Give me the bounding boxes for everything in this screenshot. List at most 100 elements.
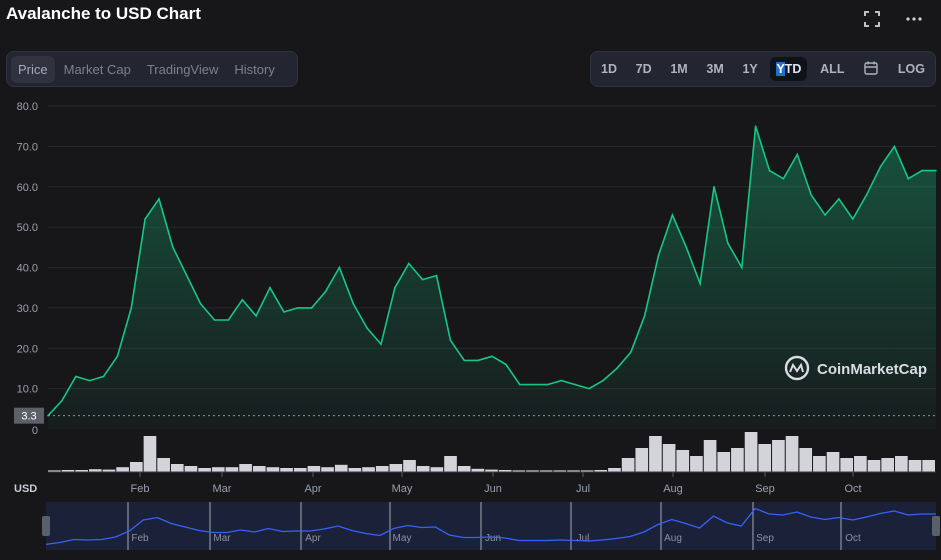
volume-bar xyxy=(293,468,307,472)
volume-bar xyxy=(567,470,580,472)
volume-bar xyxy=(403,460,416,472)
x-tick-label: Oct xyxy=(844,483,861,495)
volume-bar xyxy=(703,440,717,472)
range-7d[interactable]: 7D xyxy=(635,62,652,76)
fullscreen-icon[interactable] xyxy=(861,10,883,32)
volume-bar xyxy=(102,469,116,472)
volume-bar xyxy=(75,470,88,472)
volume-bar xyxy=(881,458,895,472)
tab-price[interactable]: Price xyxy=(11,55,55,83)
volume-bar xyxy=(48,470,61,472)
navigator-month-label: Oct xyxy=(845,533,861,544)
price-point xyxy=(851,218,854,220)
price-point xyxy=(560,379,563,382)
price-point xyxy=(255,315,257,317)
volume-bar xyxy=(635,448,649,472)
volume-bar xyxy=(553,470,567,472)
volume-bar xyxy=(143,436,157,472)
calendar-icon[interactable] xyxy=(857,55,885,84)
price-point xyxy=(838,198,840,200)
range-ytd[interactable]: YTD xyxy=(770,57,808,81)
x-tick-label: Sep xyxy=(755,483,775,495)
price-point xyxy=(61,399,63,402)
volume-bar xyxy=(621,458,635,472)
navigator-line xyxy=(45,507,936,546)
range-log[interactable]: LOG xyxy=(897,62,925,76)
price-point xyxy=(338,266,341,269)
volume-bar xyxy=(170,464,184,472)
volume-bar xyxy=(211,467,225,472)
price-point xyxy=(394,286,396,289)
baseline-label: 3.3 xyxy=(21,411,36,423)
price-point xyxy=(269,286,271,289)
volume-bar xyxy=(239,464,252,472)
volume-bar xyxy=(116,467,129,472)
price-point xyxy=(213,319,216,321)
volume-bar xyxy=(649,436,662,472)
volume-bar xyxy=(198,468,211,472)
y-tick-label: 70.0 xyxy=(17,141,38,153)
volume-bar xyxy=(225,467,239,472)
volume-bar xyxy=(758,444,772,472)
range-1m[interactable]: 1M xyxy=(670,62,688,76)
volume-bar xyxy=(539,470,553,472)
currency-label: USD xyxy=(14,483,37,495)
volume-bar xyxy=(512,470,526,472)
price-point xyxy=(435,274,438,277)
price-point xyxy=(810,194,812,196)
price-area xyxy=(48,126,936,429)
more-icon[interactable] xyxy=(903,10,925,32)
range-3m[interactable]: 3M xyxy=(706,62,724,76)
price-point xyxy=(310,307,313,309)
volume-bar xyxy=(498,470,512,472)
range-1d[interactable]: 1D xyxy=(601,62,617,76)
price-point xyxy=(754,125,757,127)
y-tick-label: 20.0 xyxy=(17,343,38,355)
navigator-month-label: Apr xyxy=(305,533,321,544)
volume-bar xyxy=(744,432,758,472)
price-line xyxy=(47,125,936,417)
volume-bar xyxy=(375,466,389,472)
volume-bar xyxy=(608,468,621,472)
volume-bar xyxy=(334,464,348,472)
volume-bar xyxy=(307,466,321,472)
navigator-month-label: Mar xyxy=(213,533,231,544)
volume-bar xyxy=(389,464,403,472)
price-point xyxy=(505,363,507,366)
range-1y[interactable]: 1Y xyxy=(742,62,758,76)
tab-tradingview[interactable]: TradingView xyxy=(146,61,219,77)
volume-bar xyxy=(908,460,922,472)
price-point xyxy=(172,246,174,249)
navigator-background xyxy=(46,502,936,550)
price-point xyxy=(463,359,466,362)
volume-bar xyxy=(854,456,867,472)
y-tick-label: 30.0 xyxy=(17,303,38,315)
price-point xyxy=(199,303,202,305)
x-tick-label: Jul xyxy=(576,483,590,495)
volume-bar xyxy=(457,466,471,472)
range-all[interactable]: ALL xyxy=(820,62,845,76)
volume-bar xyxy=(348,468,362,472)
volume-bar xyxy=(471,468,485,472)
x-tick-label: Feb xyxy=(131,483,150,495)
volume-bar xyxy=(731,448,744,472)
tab-history[interactable]: History xyxy=(234,61,275,77)
price-point xyxy=(449,339,452,341)
price-point xyxy=(366,327,368,329)
price-point xyxy=(158,198,160,200)
y-tick-label: 50.0 xyxy=(17,222,38,234)
x-tick-label: Aug xyxy=(663,483,683,495)
price-point xyxy=(574,383,577,386)
price-point xyxy=(602,379,604,382)
price-point xyxy=(380,343,382,346)
price-point xyxy=(824,214,826,216)
x-tick-label: Mar xyxy=(213,483,232,495)
volume-bar xyxy=(157,458,170,472)
volume-bar xyxy=(772,440,785,472)
volume-bar xyxy=(813,456,826,472)
chart-tabs: Price Market Cap TradingView History xyxy=(6,51,298,87)
volume-bar xyxy=(266,467,280,472)
tab-market-cap[interactable]: Market Cap xyxy=(63,61,131,77)
volume-bar xyxy=(252,466,266,472)
price-point xyxy=(241,299,244,301)
